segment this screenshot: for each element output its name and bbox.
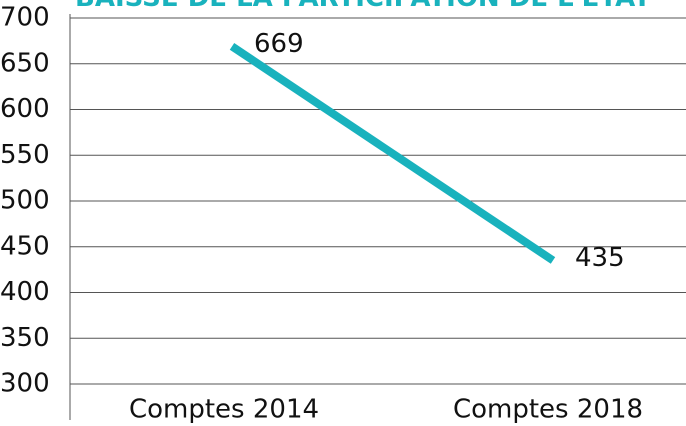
y-tick-label: 450: [0, 231, 50, 261]
y-tick-label: 550: [0, 140, 50, 170]
data-label: 669: [254, 29, 304, 59]
chart-title: BAISSE DE LA PARTICIPATION DE L'ETAT: [75, 0, 651, 13]
y-tick-label: 500: [0, 186, 50, 216]
data-line: [229, 43, 556, 264]
y-tick-label: 650: [0, 48, 50, 78]
y-tick-label: 300: [0, 369, 50, 399]
y-tick-label: 700: [0, 3, 50, 33]
y-tick-label: 350: [0, 323, 50, 353]
y-tick-label: 400: [0, 277, 50, 307]
data-label: 435: [575, 243, 625, 273]
y-tick-label: 600: [0, 94, 50, 124]
x-tick-label: Comptes 2018: [453, 395, 643, 425]
x-tick-label: Comptes 2014: [129, 395, 319, 425]
